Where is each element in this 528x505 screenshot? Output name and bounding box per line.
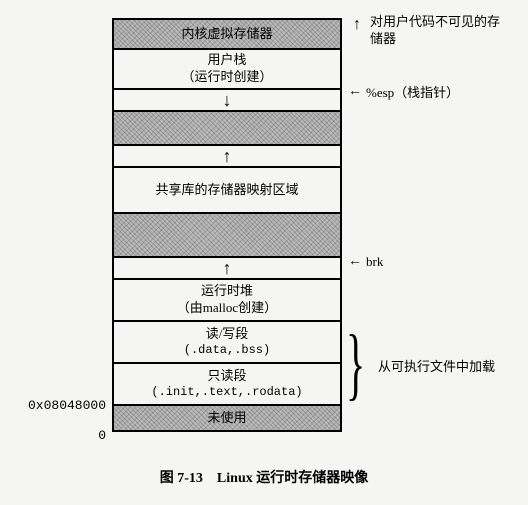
block-rw-line2: (.data,.bss) (184, 343, 270, 359)
arrow-up-icon: ↑ (223, 147, 232, 165)
arrow-up-cell-2: ↑ (112, 256, 342, 278)
block-user-stack-line2: （运行时创建） (181, 69, 272, 86)
block-shared-libs: 共享库的存储器映射区域 (112, 166, 342, 212)
figure-caption: 图 7-13 Linux 运行时存储器映像 (0, 467, 528, 487)
block-heap-line1: 运行时堆 (201, 283, 253, 300)
label-esp: %esp（栈指针） (348, 82, 459, 101)
label-from-exec: 从可执行文件中加载 (378, 356, 495, 375)
address-zero: 0 (20, 428, 106, 443)
block-user-stack: 用户栈 （运行时创建） (112, 48, 342, 88)
block-ro-segment: 只读段 (.init,.text,.rodata) (112, 362, 342, 404)
block-shared-libs-label: 共享库的存储器映射区域 (155, 182, 298, 199)
label-brk: brk (348, 254, 383, 270)
block-rw-segment: 读/写段 (.data,.bss) (112, 320, 342, 362)
block-heap-line2: （由malloc创建） (177, 300, 277, 317)
memory-layout-diagram: 内核虚拟存储器 用户栈 （运行时创建） ↓ ↑ 共享库的存储器映射区域 ↑ 运行… (112, 18, 342, 432)
brace-icon: } (346, 324, 365, 404)
block-unused: 未使用 (112, 404, 342, 432)
block-kernel: 内核虚拟存储器 (112, 18, 342, 48)
address-hex: 0x08048000 (20, 398, 106, 413)
block-gap-lower (112, 212, 342, 256)
block-ro-line1: 只读段 (207, 368, 246, 385)
label-esp-text: %esp（栈指针） (366, 82, 459, 101)
arrow-down-icon: ↓ (223, 91, 232, 109)
block-rw-line1: 读/写段 (206, 326, 249, 343)
block-ro-line2: (.init,.text,.rodata) (151, 385, 302, 401)
arrow-down-cell: ↓ (112, 88, 342, 110)
label-invisible-to-user: 对用户代码不可见的存储器 (370, 14, 510, 48)
arrow-up-icon-2: ↑ (223, 259, 232, 277)
block-unused-label: 未使用 (207, 410, 246, 427)
up-arrow-icon: ↑ (353, 16, 361, 34)
arrow-up-cell-1: ↑ (112, 144, 342, 166)
block-user-stack-line1: 用户栈 (207, 52, 246, 69)
block-heap: 运行时堆 （由malloc创建） (112, 278, 342, 320)
label-brk-text: brk (366, 254, 383, 270)
block-kernel-label: 内核虚拟存储器 (181, 26, 272, 43)
block-gap-upper (112, 110, 342, 144)
